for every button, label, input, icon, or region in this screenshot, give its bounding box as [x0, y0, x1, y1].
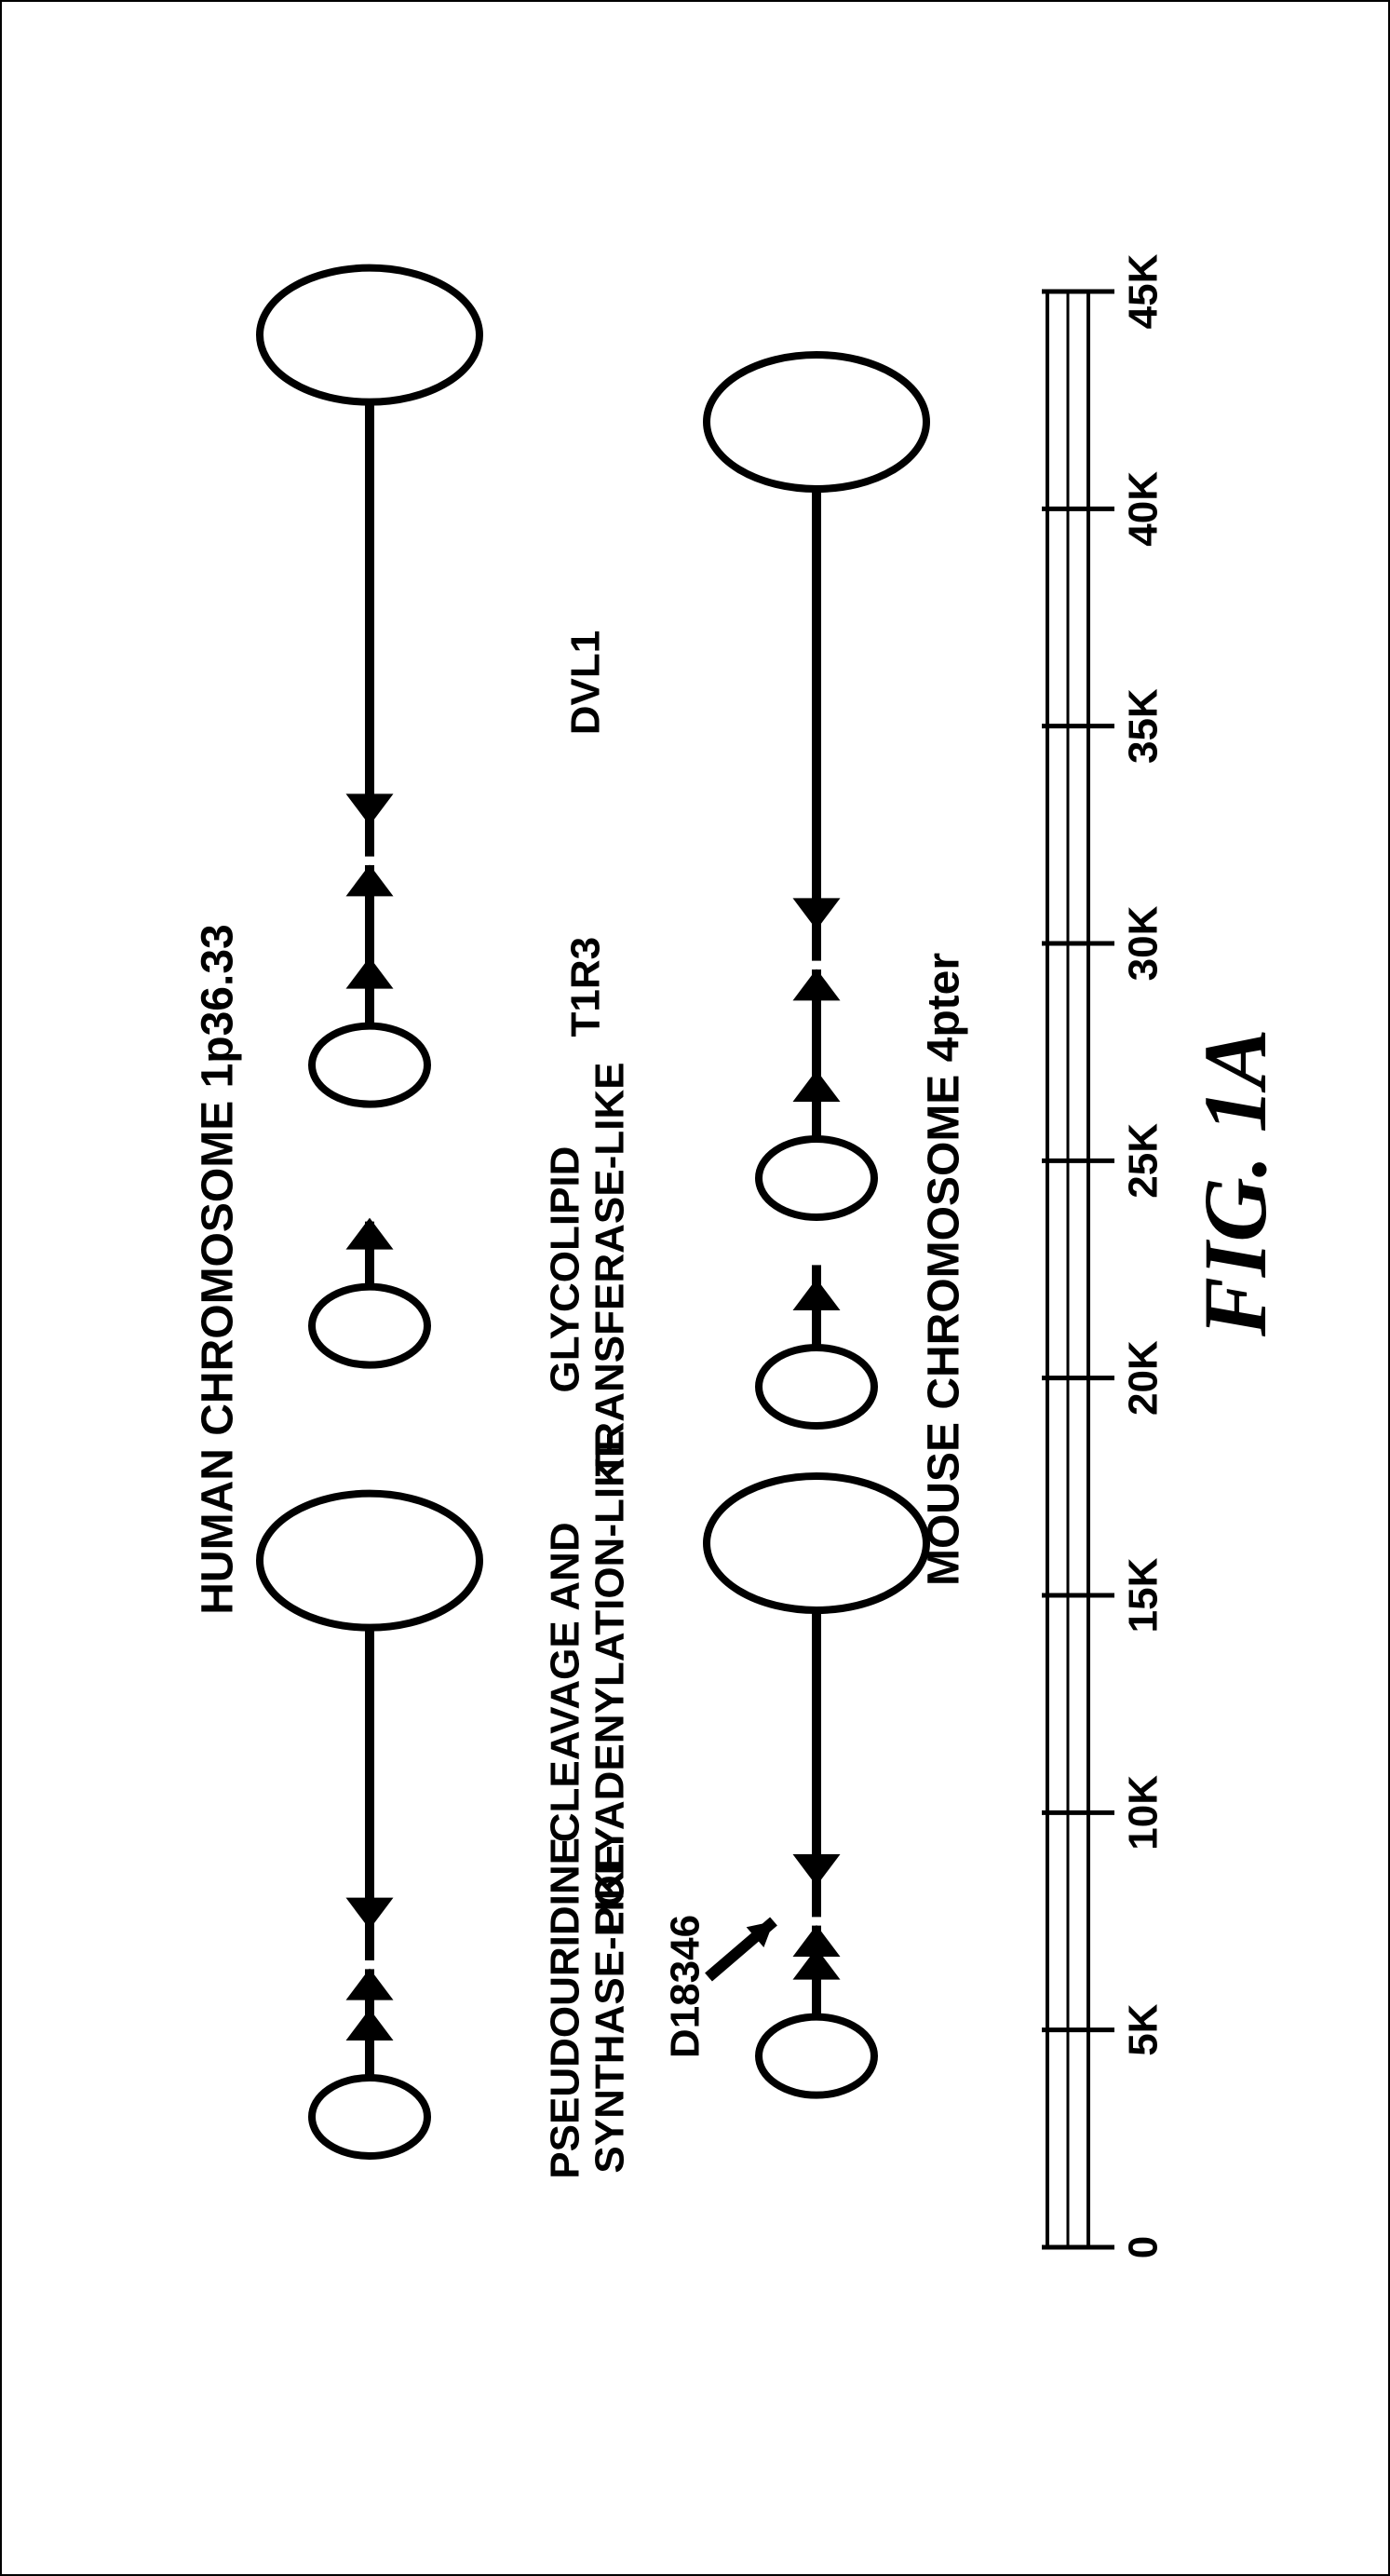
- axis-tick-label: 20K: [1120, 1340, 1166, 1416]
- arrowhead-left: [345, 793, 393, 825]
- axis-tick-label: 5K: [1120, 2003, 1166, 2055]
- axis-tick-label: 35K: [1120, 688, 1166, 764]
- diagram-svg: 0 5K 10K 15K 20K 25K 30K 35K 40K 45K HUMAN CHROMOS…: [90, 170, 1301, 2406]
- arrowhead-left: [345, 1898, 393, 1930]
- gene-cap: [260, 1494, 479, 1628]
- axis-tick-label: 30K: [1120, 905, 1166, 981]
- arrowhead-left: [792, 898, 840, 929]
- arrowhead-right: [345, 1218, 393, 1250]
- page: 0 5K 10K 15K 20K 25K 30K 35K 40K 45K HUMAN CHROMOS…: [0, 0, 1390, 2576]
- axis-tick-label: 0: [1120, 2236, 1166, 2258]
- label-cleavage-2: POLYADENYLATION-LIKE: [587, 1430, 632, 1934]
- arrowhead-left: [792, 1854, 840, 1886]
- arrowhead-right: [792, 969, 840, 1000]
- arrowhead-right: [792, 1279, 840, 1310]
- axis-tick-label: 15K: [1120, 1557, 1166, 1633]
- label-d18346: D18346: [662, 1915, 708, 2058]
- label-dvl1: DVL1: [562, 630, 608, 735]
- gene-cap: [260, 268, 479, 402]
- arrowhead-right: [345, 864, 393, 896]
- mouse-title: MOUSE CHROMOSOME 4pter: [919, 953, 968, 1586]
- arrowhead-right: [345, 1969, 393, 2000]
- canvas-wrap: 0 5K 10K 15K 20K 25K 30K 35K 40K 45K HUMAN CHROMOS…: [90, 170, 1301, 2406]
- gene-cap: [312, 1026, 427, 1105]
- gene-cap: [759, 1348, 874, 1426]
- gene-cap: [312, 2078, 427, 2156]
- arrowhead-right: [792, 1070, 840, 1102]
- gene-cap: [759, 1139, 874, 1217]
- gene-cap: [759, 2017, 874, 2095]
- arrowhead-right: [345, 957, 393, 989]
- label-glyco-2: TRANSFERASE-LIKE: [587, 1063, 632, 1477]
- arrowhead-right: [345, 2009, 393, 2040]
- label-cleavage-1: CLEAVAGE AND: [542, 1522, 587, 1842]
- label-glyco-1: GLYCOLIPID: [542, 1146, 587, 1393]
- human-title: HUMAN CHROMOSOME 1p36.33: [193, 924, 242, 1614]
- arrowhead-right: [792, 1925, 840, 1957]
- gene-cap: [707, 1476, 926, 1610]
- figure-label: FIG. 1A: [1185, 1028, 1285, 1337]
- axis-tick-label: 45K: [1120, 253, 1166, 329]
- label-t1r3: T1R3: [562, 937, 608, 1037]
- axis-tick-label: 10K: [1120, 1775, 1166, 1851]
- axis-tick-label: 40K: [1120, 471, 1166, 547]
- gene-cap: [707, 355, 926, 489]
- axis-tick-label: 25K: [1120, 1123, 1166, 1199]
- label-pseudo-1: PSEUDOURIDINE: [542, 1837, 587, 2179]
- gene-cap: [312, 1287, 427, 1365]
